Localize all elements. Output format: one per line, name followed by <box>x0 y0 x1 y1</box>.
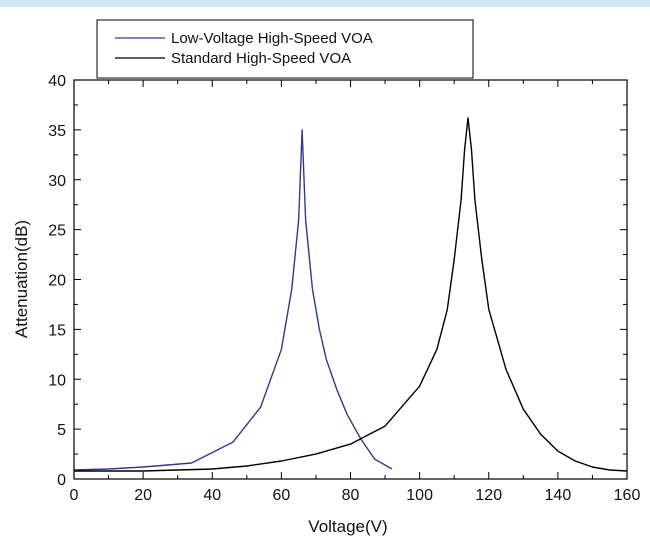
x-tick-label: 120 <box>475 487 502 504</box>
x-tick-label: 80 <box>342 487 360 504</box>
series-line-2 <box>74 117 628 472</box>
y-tick-label: 10 <box>48 372 66 389</box>
x-tick-label: 160 <box>614 487 641 504</box>
y-tick-label: 40 <box>48 73 66 90</box>
x-tick-label: 0 <box>70 487 79 504</box>
y-axis-label: Attenuation(dB) <box>12 220 31 338</box>
series-group <box>73 117 628 472</box>
y-tick-label: 30 <box>48 173 66 190</box>
x-tick-label: 20 <box>134 487 152 504</box>
legend-box <box>96 19 474 79</box>
y-tick-label: 35 <box>48 123 66 140</box>
x-tick-label: 60 <box>272 487 290 504</box>
legend-label-series-1: Low-Voltage High-Speed VOA <box>171 30 373 47</box>
y-tick-label: 0 <box>57 472 66 489</box>
axis-ticks-group: 0 20 40 60 80 100 120 140 160 0 5 10 15 20 25 30 35 40 <box>48 73 640 504</box>
y-tick-label: 20 <box>48 273 66 290</box>
y-tick-label: 25 <box>48 223 66 240</box>
legend-label-series-2: Standard High-Speed VOA <box>171 50 351 67</box>
x-tick-label: 40 <box>203 487 221 504</box>
x-tick-label: 140 <box>545 487 572 504</box>
legend: Low-Voltage High-Speed VOA Standard High… <box>96 19 474 79</box>
y-tick-label: 15 <box>48 322 66 339</box>
y-tick-label: 5 <box>57 422 66 439</box>
x-axis-label: Voltage(V) <box>308 517 387 536</box>
top-accent-bar <box>0 0 650 7</box>
x-tick-label: 100 <box>406 487 433 504</box>
series-line-1 <box>73 129 393 471</box>
